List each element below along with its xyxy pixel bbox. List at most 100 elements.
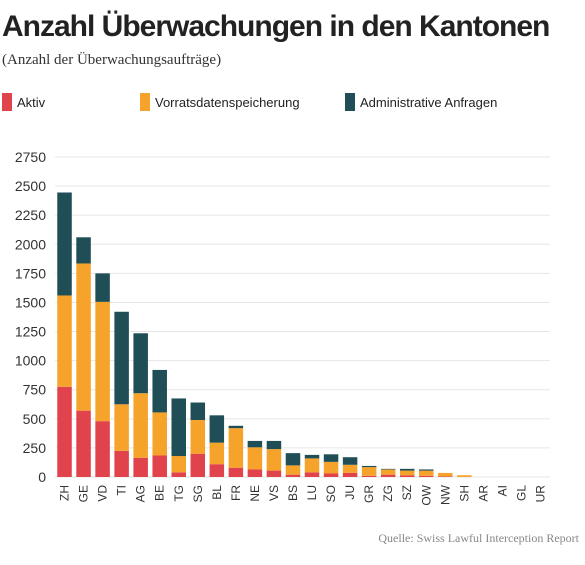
bar-segment-ti-0 [114, 450, 129, 477]
y-tick-label: 500 [23, 411, 47, 427]
x-tick-label: SO [324, 485, 338, 502]
x-tick-label: AG [134, 485, 148, 502]
y-tick-label: 2750 [15, 149, 46, 165]
bar-segment-ag-1 [133, 393, 148, 458]
bar-segment-bl-2 [209, 415, 225, 443]
bar-segment-ti-1 [114, 404, 129, 451]
bar-segment-tg-1 [171, 456, 186, 473]
bar-segment-sz-2 [399, 468, 415, 471]
bar-segment-so-0 [323, 473, 339, 477]
bar-segment-vd-0 [95, 421, 110, 477]
y-tick-label: 1500 [15, 294, 46, 310]
x-tick-label: UR [533, 485, 547, 503]
legend: Aktiv Vorratsdatenspeicherung Administra… [0, 92, 585, 112]
x-tick-label: AI [495, 485, 509, 496]
bar-segment-bs-2 [285, 453, 301, 466]
bar-segment-ne-0 [247, 469, 263, 477]
bar-segment-lu-2 [304, 454, 320, 459]
bar-segment-sh-1 [457, 475, 472, 477]
x-tick-label: GL [514, 485, 528, 501]
legend-label-vorratsdatenspeicherung: Vorratsdatenspeicherung [155, 94, 300, 110]
bar-segment-ne-2 [247, 440, 263, 448]
legend-swatch-vorratsdatenspeicherung [140, 93, 150, 111]
y-tick-label: 2500 [15, 178, 46, 194]
bar-segment-ow-0 [419, 475, 434, 477]
y-tick-label: 1000 [15, 353, 46, 369]
y-tick-label: 2000 [15, 236, 46, 252]
bar-segment-be-1 [152, 412, 167, 456]
bar-segment-zg-0 [380, 474, 396, 477]
bar-segment-zh-2 [57, 192, 72, 296]
bar-segment-bs-1 [285, 465, 301, 475]
y-tick-label: 1750 [15, 265, 46, 281]
bar-segment-fr-0 [228, 467, 244, 477]
chart-subtitle: (Anzahl der Überwachungsaufträge) [2, 52, 222, 68]
x-tick-label: FR [229, 485, 243, 501]
bar-segment-ge-0 [76, 410, 91, 477]
bar-segment-vs-1 [266, 449, 282, 471]
x-tick-label: SG [191, 485, 205, 502]
legend-label-aktiv: Aktiv [17, 94, 46, 110]
x-tick-label: TI [115, 485, 129, 496]
bar-segment-so-2 [323, 454, 339, 462]
y-tick-label: 1250 [15, 324, 46, 340]
x-tick-label: ZG [381, 485, 395, 502]
x-tick-label: VS [267, 485, 281, 501]
bar-segment-bl-0 [209, 464, 225, 477]
bar-segment-vs-0 [266, 470, 282, 477]
x-tick-label: GR [362, 485, 376, 503]
bar-segment-gr-2 [361, 465, 377, 468]
x-tick-label: JU [343, 485, 357, 500]
bar-segment-gr-1 [361, 467, 377, 476]
legend-swatch-aktiv [2, 93, 12, 111]
bar-segment-sg-1 [190, 419, 206, 454]
x-tick-label: ZH [58, 485, 72, 501]
x-tick-label: OW [419, 484, 433, 505]
legend-swatch-administrative-anfragen [345, 93, 355, 111]
bar-segment-bs-0 [285, 474, 301, 477]
bar-segment-so-1 [323, 461, 339, 474]
bar-segment-be-2 [152, 369, 167, 413]
y-tick-label: 0 [38, 469, 46, 485]
stacked-bar-chart: 0 250 500 750 1000 1250 1500 1750 2000 2250 2500 27… [15, 149, 550, 506]
legend-item-vorratsdatenspeicherung: Vorratsdatenspeicherung [140, 92, 300, 112]
y-tick-label: 250 [23, 440, 47, 456]
bar-segment-ti-2 [114, 311, 129, 405]
bar-segment-ow-1 [419, 470, 434, 476]
bar-segment-tg-0 [171, 472, 186, 477]
bar-segment-lu-0 [304, 472, 320, 477]
bar-segment-nw-1 [438, 472, 453, 477]
x-tick-label: BS [286, 485, 300, 501]
x-tick-label: SH [457, 485, 471, 502]
bar-segment-ju-1 [342, 464, 358, 473]
bar-segment-lu-1 [304, 458, 320, 473]
bar-segment-ag-2 [133, 333, 148, 394]
chart-title: Anzahl Überwachungen in den Kantonen [2, 10, 550, 43]
bar-segment-ow-2 [419, 469, 434, 471]
bar-segment-fr-1 [228, 428, 244, 468]
bar-segment-sg-2 [190, 402, 206, 420]
legend-label-administrative-anfragen: Administrative Anfragen [360, 94, 498, 110]
y-tick-label: 750 [23, 382, 47, 398]
bar-segment-vs-2 [266, 440, 282, 450]
x-tick-label: NE [248, 485, 262, 502]
bar-segment-be-0 [152, 455, 167, 477]
bar-segment-zg-2 [380, 468, 396, 470]
legend-item-administrative-anfragen: Administrative Anfragen [345, 92, 497, 112]
bar-segment-zg-1 [380, 469, 396, 475]
bar-segment-vd-1 [95, 301, 110, 422]
bar-segment-ju-2 [342, 457, 358, 465]
bar-segment-ge-1 [76, 263, 91, 411]
bar-segment-sz-0 [399, 475, 415, 477]
bar-segment-ju-0 [342, 472, 358, 477]
bar-segment-zh-1 [57, 295, 72, 387]
bar-segment-ag-0 [133, 457, 148, 477]
bar-segment-ge-2 [76, 237, 91, 264]
x-tick-label: BE [153, 485, 167, 501]
x-tick-label: NW [438, 484, 452, 505]
source-note: Quelle: Swiss Lawful Interception Report [378, 531, 579, 545]
x-tick-label: GE [77, 485, 91, 502]
y-tick-label: 2250 [15, 207, 46, 223]
bar-segment-sz-1 [399, 470, 415, 476]
x-tick-label: SZ [400, 485, 414, 500]
